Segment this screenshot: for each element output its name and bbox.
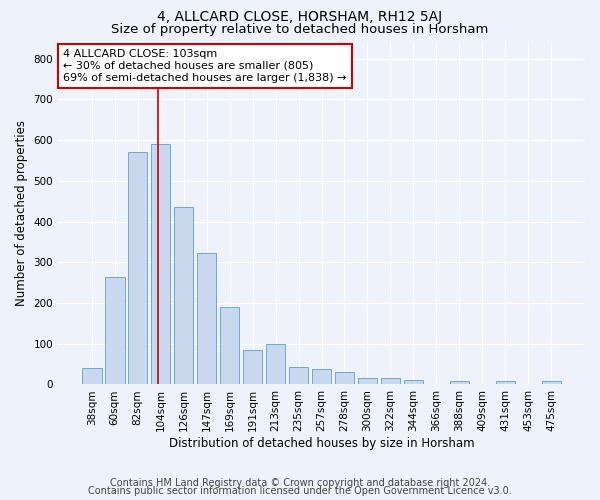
Text: Contains public sector information licensed under the Open Government Licence v3: Contains public sector information licen… — [88, 486, 512, 496]
Bar — [496, 381, 515, 384]
Bar — [358, 378, 377, 384]
Bar — [128, 152, 148, 384]
Bar — [266, 344, 286, 384]
Y-axis label: Number of detached properties: Number of detached properties — [15, 120, 28, 306]
Bar — [289, 368, 308, 384]
Bar — [220, 307, 239, 384]
Bar — [449, 381, 469, 384]
X-axis label: Distribution of detached houses by size in Horsham: Distribution of detached houses by size … — [169, 437, 475, 450]
Bar — [105, 276, 125, 384]
Bar — [404, 380, 423, 384]
Bar — [243, 350, 262, 384]
Bar — [197, 254, 217, 384]
Bar — [335, 372, 354, 384]
Text: Size of property relative to detached houses in Horsham: Size of property relative to detached ho… — [112, 22, 488, 36]
Bar — [380, 378, 400, 384]
Bar — [174, 206, 193, 384]
Text: 4 ALLCARD CLOSE: 103sqm
← 30% of detached houses are smaller (805)
69% of semi-d: 4 ALLCARD CLOSE: 103sqm ← 30% of detache… — [64, 50, 347, 82]
Bar — [542, 381, 561, 384]
Bar — [312, 369, 331, 384]
Bar — [151, 144, 170, 384]
Bar — [82, 368, 101, 384]
Text: Contains HM Land Registry data © Crown copyright and database right 2024.: Contains HM Land Registry data © Crown c… — [110, 478, 490, 488]
Text: 4, ALLCARD CLOSE, HORSHAM, RH12 5AJ: 4, ALLCARD CLOSE, HORSHAM, RH12 5AJ — [157, 10, 443, 24]
